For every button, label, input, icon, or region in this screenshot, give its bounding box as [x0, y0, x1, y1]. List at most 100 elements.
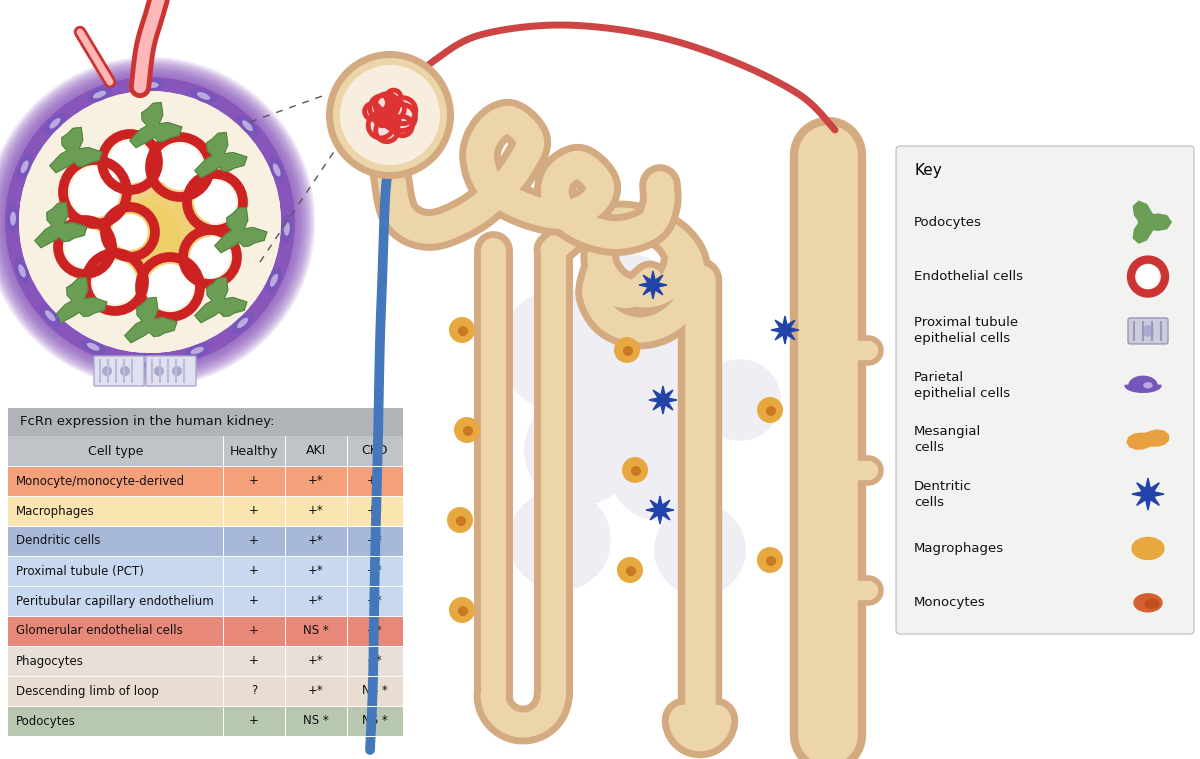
- FancyBboxPatch shape: [223, 466, 286, 496]
- Polygon shape: [772, 316, 799, 344]
- FancyBboxPatch shape: [286, 556, 347, 586]
- FancyBboxPatch shape: [146, 356, 196, 386]
- Text: +*: +*: [367, 654, 383, 667]
- Circle shape: [376, 111, 389, 124]
- Circle shape: [456, 516, 466, 526]
- Ellipse shape: [14, 257, 30, 284]
- Circle shape: [371, 97, 394, 119]
- Circle shape: [454, 417, 480, 443]
- Polygon shape: [1133, 201, 1171, 243]
- Circle shape: [0, 69, 302, 375]
- Text: +*: +*: [308, 474, 324, 487]
- Ellipse shape: [92, 91, 106, 99]
- Circle shape: [0, 57, 314, 387]
- Circle shape: [595, 325, 706, 435]
- Circle shape: [500, 290, 620, 410]
- Polygon shape: [35, 203, 86, 247]
- Text: CKD: CKD: [361, 445, 389, 458]
- Polygon shape: [125, 298, 176, 342]
- Ellipse shape: [131, 353, 158, 365]
- Ellipse shape: [284, 222, 290, 236]
- FancyBboxPatch shape: [347, 676, 403, 706]
- Ellipse shape: [236, 318, 248, 328]
- Text: Peritubular capillary endothelium: Peritubular capillary endothelium: [16, 594, 214, 607]
- Circle shape: [757, 397, 784, 423]
- Circle shape: [370, 115, 392, 137]
- Circle shape: [154, 366, 164, 376]
- Circle shape: [70, 167, 120, 217]
- FancyBboxPatch shape: [94, 356, 144, 386]
- Text: +*: +*: [308, 594, 324, 607]
- Text: +*: +*: [367, 565, 383, 578]
- Ellipse shape: [138, 79, 166, 91]
- Circle shape: [626, 566, 636, 576]
- Text: Parietal
epithelial cells: Parietal epithelial cells: [914, 371, 1010, 400]
- Circle shape: [340, 65, 440, 165]
- Ellipse shape: [17, 154, 32, 180]
- Polygon shape: [194, 278, 247, 323]
- FancyBboxPatch shape: [8, 556, 223, 586]
- Circle shape: [617, 557, 643, 583]
- FancyBboxPatch shape: [223, 496, 286, 526]
- Text: Endothelial cells: Endothelial cells: [914, 270, 1022, 283]
- Ellipse shape: [232, 313, 253, 333]
- Ellipse shape: [1145, 600, 1159, 608]
- Ellipse shape: [270, 274, 278, 287]
- Ellipse shape: [1134, 594, 1162, 612]
- Circle shape: [766, 406, 776, 416]
- FancyBboxPatch shape: [347, 616, 403, 646]
- Text: +*: +*: [367, 474, 383, 487]
- Circle shape: [157, 144, 203, 190]
- FancyBboxPatch shape: [347, 646, 403, 676]
- Circle shape: [757, 547, 784, 573]
- Circle shape: [0, 57, 314, 387]
- Circle shape: [463, 426, 473, 436]
- Circle shape: [1, 73, 299, 371]
- FancyBboxPatch shape: [286, 496, 347, 526]
- FancyBboxPatch shape: [223, 676, 286, 706]
- FancyBboxPatch shape: [223, 556, 286, 586]
- Text: Descending limb of loop: Descending limb of loop: [16, 685, 158, 698]
- Polygon shape: [649, 386, 677, 414]
- FancyBboxPatch shape: [286, 616, 347, 646]
- FancyBboxPatch shape: [896, 146, 1194, 634]
- Circle shape: [0, 71, 301, 373]
- Circle shape: [102, 366, 112, 376]
- FancyBboxPatch shape: [347, 526, 403, 556]
- Polygon shape: [640, 271, 667, 299]
- Circle shape: [526, 395, 635, 505]
- Circle shape: [610, 420, 710, 520]
- Circle shape: [148, 264, 193, 310]
- FancyBboxPatch shape: [347, 706, 403, 736]
- Text: Healthy: Healthy: [229, 445, 278, 458]
- Text: +*: +*: [367, 625, 383, 638]
- Text: +*: +*: [308, 534, 324, 547]
- Ellipse shape: [1144, 383, 1152, 388]
- Text: +*: +*: [308, 685, 324, 698]
- Ellipse shape: [236, 115, 258, 137]
- FancyBboxPatch shape: [8, 496, 223, 526]
- Circle shape: [1138, 266, 1159, 288]
- Text: +*: +*: [367, 505, 383, 518]
- Circle shape: [0, 63, 310, 381]
- Text: NS *: NS *: [362, 714, 388, 727]
- Polygon shape: [215, 207, 266, 253]
- Ellipse shape: [40, 305, 61, 327]
- Ellipse shape: [1132, 537, 1164, 559]
- Ellipse shape: [49, 118, 60, 128]
- Polygon shape: [1127, 430, 1169, 449]
- Text: +: +: [250, 654, 259, 667]
- Text: Proximal tubule (PCT): Proximal tubule (PCT): [16, 565, 144, 578]
- Circle shape: [458, 326, 468, 336]
- FancyBboxPatch shape: [8, 466, 223, 496]
- Circle shape: [614, 337, 640, 363]
- Circle shape: [0, 59, 313, 385]
- Text: Phagocytes: Phagocytes: [16, 654, 84, 667]
- Ellipse shape: [10, 212, 16, 225]
- FancyBboxPatch shape: [286, 526, 347, 556]
- Text: +*: +*: [367, 534, 383, 547]
- Circle shape: [19, 91, 281, 353]
- Ellipse shape: [130, 192, 200, 252]
- Ellipse shape: [90, 182, 210, 282]
- Circle shape: [449, 317, 475, 343]
